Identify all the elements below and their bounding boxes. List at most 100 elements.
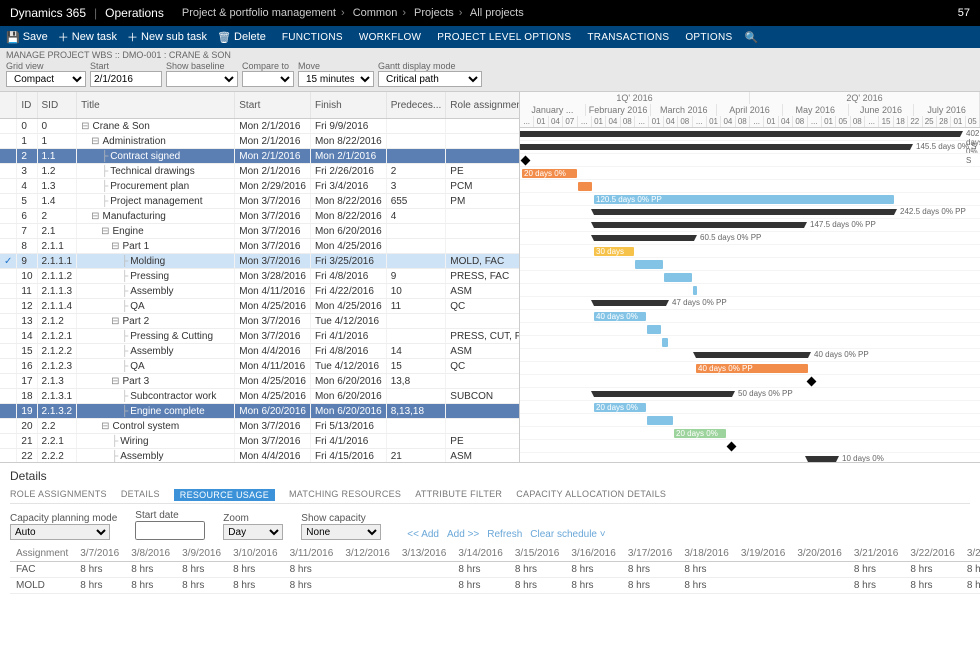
details-tab[interactable]: ROLE ASSIGNMENTS <box>10 489 107 501</box>
gridview-select[interactable]: Compact <box>6 71 86 87</box>
gantt-bar[interactable] <box>647 325 661 334</box>
module[interactable]: Operations <box>105 6 164 20</box>
summary-bar[interactable] <box>594 209 894 215</box>
gantt-bar[interactable] <box>664 273 692 282</box>
summary-bar[interactable] <box>520 131 960 137</box>
table-row[interactable]: 192.1.3.2├Engine completeMon 6/20/2016Mo… <box>0 404 520 419</box>
column-header[interactable] <box>0 92 17 119</box>
table-row[interactable]: 202.2⊟Control systemMon 3/7/2016Fri 5/13… <box>0 419 520 434</box>
gantt-bar[interactable] <box>578 182 592 191</box>
details-tab[interactable]: CAPACITY ALLOCATION DETAILS <box>516 489 666 501</box>
gantt-bar[interactable] <box>647 416 673 425</box>
summary-bar[interactable] <box>594 391 732 397</box>
table-row[interactable]: 212.2.1├WiringMon 3/7/2016Fri 4/1/2016PE… <box>0 434 520 449</box>
column-header[interactable]: Role assignments <box>446 92 520 119</box>
zoom-select[interactable]: Day <box>223 524 283 540</box>
gantt-bar[interactable]: 20 days 0% PP <box>522 169 577 178</box>
move-select[interactable]: 15 minutes <box>298 71 374 87</box>
delete-button[interactable]: 🗑Delete <box>217 31 266 44</box>
details-action-link[interactable]: << Add <box>407 529 439 540</box>
column-header[interactable]: SID <box>37 92 77 119</box>
table-row[interactable]: 00⊟Crane & SonMon 2/1/2016Fri 9/9/201615… <box>0 119 520 134</box>
expand-icon[interactable]: ⊟ <box>91 211 99 222</box>
expand-icon[interactable]: ⊟ <box>101 421 109 432</box>
expand-icon[interactable]: ⊟ <box>111 316 119 327</box>
gantt-bar[interactable]: 40 days 0% PP <box>594 312 646 321</box>
gantt-bar[interactable] <box>662 338 668 347</box>
usage-row[interactable]: FAC8 hrs8 hrs8 hrs8 hrs8 hrs8 hrs8 hrs8 … <box>10 562 980 578</box>
summary-bar[interactable] <box>594 222 804 228</box>
details-start-input[interactable] <box>135 521 205 540</box>
menu-workflow[interactable]: WORKFLOW <box>359 32 421 43</box>
table-row[interactable]: 112.1.1.3├AssemblyMon 4/11/2016Fri 4/22/… <box>0 284 520 299</box>
table-row[interactable]: 82.1.1⊟Part 1Mon 3/7/2016Mon 4/25/201635… <box>0 239 520 254</box>
table-row[interactable]: 152.1.2.2├AssemblyMon 4/4/2016Fri 4/8/20… <box>0 344 520 359</box>
table-row[interactable]: 182.1.3.1├Subcontractor workMon 4/25/201… <box>0 389 520 404</box>
gantt-bar[interactable]: 20 days 0% PP <box>594 403 646 412</box>
summary-bar[interactable] <box>696 352 808 358</box>
menu-project-options[interactable]: PROJECT LEVEL OPTIONS <box>437 32 571 43</box>
details-tab[interactable]: ATTRIBUTE FILTER <box>415 489 502 501</box>
table-row[interactable]: 72.1⊟EngineMon 3/7/2016Mon 6/20/201675 d… <box>0 224 520 239</box>
gantt-mode-select[interactable]: Critical path <box>378 71 482 87</box>
gantt-bar[interactable] <box>693 286 697 295</box>
table-row[interactable]: 51.4├Project managementMon 3/7/2016Mon 8… <box>0 194 520 209</box>
milestone-diamond[interactable] <box>727 442 737 452</box>
gantt-bar[interactable]: 120.5 days 0% PP <box>594 195 894 204</box>
start-date-input[interactable] <box>90 71 162 87</box>
new-task-button[interactable]: ＋New task <box>58 29 117 45</box>
details-tab[interactable]: MATCHING RESOURCES <box>289 489 401 501</box>
details-action-link[interactable]: Clear schedule ˅ <box>530 529 605 540</box>
expand-icon[interactable]: ⊟ <box>111 376 119 387</box>
summary-bar[interactable] <box>594 300 666 306</box>
table-row[interactable]: 222.2.2├AssemblyMon 4/4/2016Fri 4/15/201… <box>0 449 520 463</box>
table-row[interactable]: 122.1.1.4├QAMon 4/25/2016Mon 4/25/201611… <box>0 299 520 314</box>
summary-bar[interactable] <box>520 144 910 150</box>
table-row[interactable]: ✓92.1.1.1├MoldingMon 3/7/2016Fri 3/25/20… <box>0 254 520 269</box>
table-row[interactable]: 142.1.2.1├Pressing & CuttingMon 3/7/2016… <box>0 329 520 344</box>
gantt-bar[interactable]: 40 days 0% PP <box>696 364 808 373</box>
details-action-link[interactable]: Refresh <box>487 529 522 540</box>
table-row[interactable]: 62⊟ManufacturingMon 3/7/2016Mon 8/22/201… <box>0 209 520 224</box>
save-button[interactable]: 💾Save <box>6 31 48 44</box>
show-capacity-select[interactable]: None <box>301 524 381 540</box>
wbs-grid[interactable]: IDSIDTitleStartFinishPredeces...Role ass… <box>0 92 520 462</box>
usage-row[interactable]: MOLD8 hrs8 hrs8 hrs8 hrs8 hrs8 hrs8 hrs8… <box>10 578 980 594</box>
menu-transactions[interactable]: TRANSACTIONS <box>587 32 669 43</box>
capacity-mode-select[interactable]: Auto <box>10 524 110 540</box>
details-tab[interactable]: RESOURCE USAGE <box>174 489 275 501</box>
column-header[interactable]: Start <box>235 92 311 119</box>
menu-options[interactable]: OPTIONS <box>685 32 732 43</box>
table-row[interactable]: 11⊟AdministrationMon 2/1/2016Mon 8/22/20… <box>0 134 520 149</box>
expand-icon[interactable]: ⊟ <box>111 241 119 252</box>
expand-icon[interactable]: ⊟ <box>91 136 99 147</box>
column-header[interactable]: Title <box>77 92 235 119</box>
table-row[interactable]: 162.1.2.3├QAMon 4/11/2016Tue 4/12/201615… <box>0 359 520 374</box>
breadcrumb[interactable]: Project & portfolio management› Common› … <box>182 7 524 19</box>
baseline-select[interactable] <box>166 71 238 87</box>
details-tab[interactable]: DETAILS <box>121 489 160 501</box>
gantt-bar[interactable]: 20 days 0% PP <box>674 429 726 438</box>
column-header[interactable]: Finish <box>310 92 386 119</box>
milestone-diamond[interactable] <box>807 377 817 387</box>
gantt-bar[interactable] <box>635 260 663 269</box>
expand-icon[interactable]: ⊟ <box>81 121 89 132</box>
column-header[interactable]: Predeces... <box>386 92 446 119</box>
details-action-link[interactable]: Add >> <box>447 529 479 540</box>
expand-icon[interactable]: ⊟ <box>101 226 109 237</box>
summary-bar[interactable] <box>594 235 694 241</box>
table-row[interactable]: 172.1.3⊟Part 3Mon 4/25/2016Mon 6/20/2016… <box>0 374 520 389</box>
table-row[interactable]: 132.1.2⊟Part 2Mon 3/7/2016Tue 4/12/20162… <box>0 314 520 329</box>
table-row[interactable]: 102.1.1.2├PressingMon 3/28/2016Fri 4/8/2… <box>0 269 520 284</box>
table-row[interactable]: 21.1├Contract signedMon 2/1/2016Mon 2/1/… <box>0 149 520 164</box>
milestone-diamond[interactable] <box>521 156 531 166</box>
gantt-bar[interactable]: 30 days 0% PP <box>594 247 634 256</box>
table-row[interactable]: 41.3├Procurement planMon 2/29/2016Fri 3/… <box>0 179 520 194</box>
search-icon[interactable]: 🔍 <box>744 31 758 44</box>
table-row[interactable]: 31.2├Technical drawingsMon 2/1/2016Fri 2… <box>0 164 520 179</box>
gantt-chart[interactable]: 1Q' 20162Q' 2016 January ...February 201… <box>520 92 980 462</box>
column-header[interactable]: ID <box>17 92 37 119</box>
summary-bar[interactable] <box>808 456 836 462</box>
compare-select[interactable] <box>242 71 294 87</box>
menu-functions[interactable]: FUNCTIONS <box>282 32 343 43</box>
